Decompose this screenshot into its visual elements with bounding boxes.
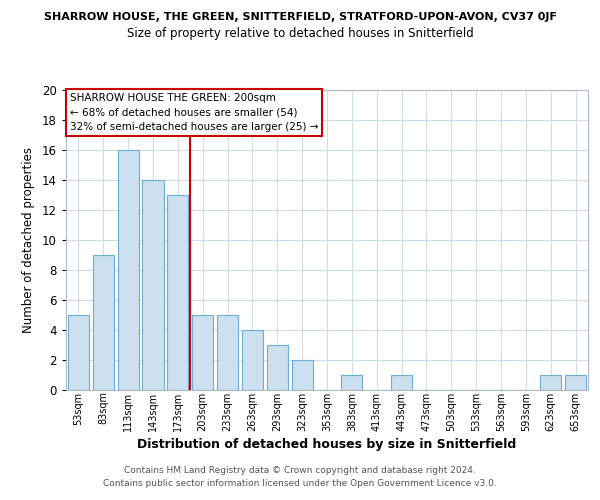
Bar: [565, 375, 586, 390]
Bar: [242, 330, 263, 390]
Bar: [267, 345, 288, 390]
Bar: [68, 315, 89, 390]
Text: Size of property relative to detached houses in Snitterfield: Size of property relative to detached ho…: [127, 28, 473, 40]
Text: SHARROW HOUSE, THE GREEN, SNITTERFIELD, STRATFORD-UPON-AVON, CV37 0JF: SHARROW HOUSE, THE GREEN, SNITTERFIELD, …: [44, 12, 556, 22]
Bar: [167, 195, 188, 390]
Bar: [391, 375, 412, 390]
X-axis label: Distribution of detached houses by size in Snitterfield: Distribution of detached houses by size …: [137, 438, 517, 450]
Y-axis label: Number of detached properties: Number of detached properties: [22, 147, 35, 333]
Bar: [118, 150, 139, 390]
Bar: [292, 360, 313, 390]
Bar: [142, 180, 164, 390]
Bar: [341, 375, 362, 390]
Bar: [540, 375, 561, 390]
Text: SHARROW HOUSE THE GREEN: 200sqm
← 68% of detached houses are smaller (54)
32% of: SHARROW HOUSE THE GREEN: 200sqm ← 68% of…: [70, 93, 318, 132]
Bar: [217, 315, 238, 390]
Text: Contains HM Land Registry data © Crown copyright and database right 2024.
Contai: Contains HM Land Registry data © Crown c…: [103, 466, 497, 487]
Bar: [192, 315, 213, 390]
Bar: [93, 255, 114, 390]
